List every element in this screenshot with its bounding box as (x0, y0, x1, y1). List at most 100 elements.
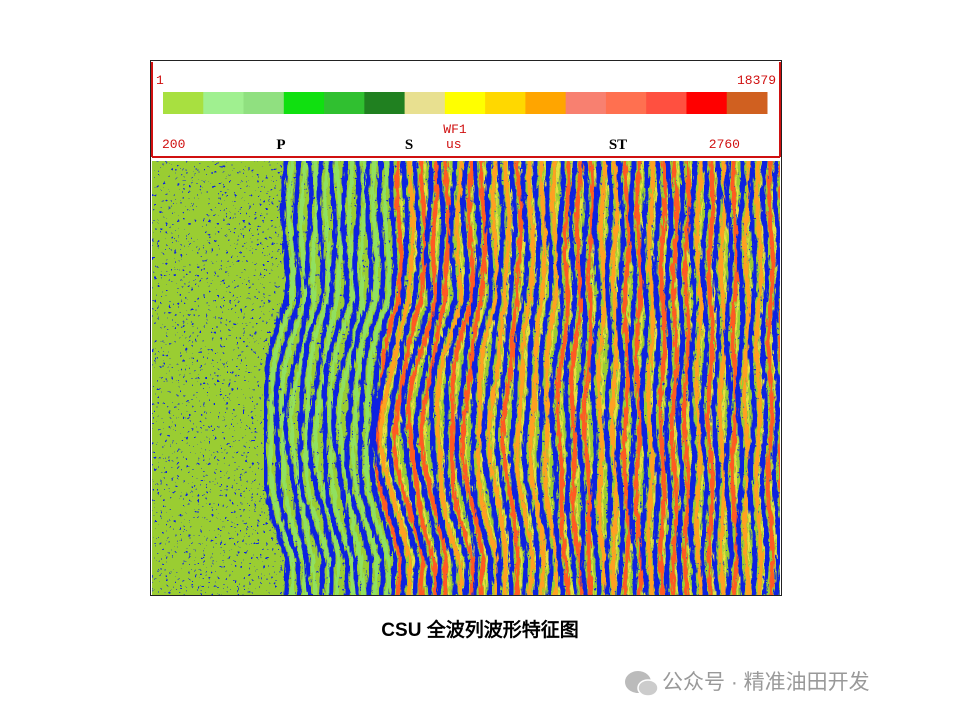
stripe (766, 161, 776, 595)
stripe (694, 161, 704, 595)
stripe (574, 161, 586, 595)
stripe (392, 161, 427, 595)
stripe (555, 161, 571, 595)
unit-label: us (446, 137, 462, 152)
stripe (596, 161, 608, 595)
marker: ST (609, 137, 627, 153)
waveform-image (152, 158, 797, 596)
stripe (268, 161, 295, 595)
stripe (699, 161, 710, 595)
stripe (435, 161, 463, 595)
colorbar-max: 18379 (737, 73, 776, 88)
stripe (646, 161, 655, 595)
stripe (413, 161, 446, 595)
stripe (313, 161, 343, 595)
stripe (443, 161, 470, 595)
stripe (615, 161, 626, 595)
stripe (322, 161, 350, 595)
stripe (454, 161, 482, 595)
stripe (621, 161, 631, 595)
stripe (662, 161, 670, 595)
colorbar-swatch (525, 92, 567, 114)
stripe (386, 161, 422, 595)
stripe (522, 161, 542, 595)
stripe (698, 161, 706, 595)
stripe (723, 161, 734, 595)
end-label: 2760 (709, 137, 740, 152)
colorbar-swatch (324, 92, 365, 114)
stripe (711, 161, 722, 595)
stripe (492, 161, 514, 595)
colorbar-swatch (203, 92, 245, 114)
colorbar-swatch (404, 92, 446, 114)
stripe (297, 161, 326, 595)
stripe (771, 161, 780, 595)
stripe (331, 161, 362, 595)
stripe (575, 161, 590, 595)
colorbar (163, 92, 768, 114)
stripe (634, 161, 643, 595)
colorbar-swatch (283, 92, 325, 114)
colorbar-swatch (485, 92, 526, 114)
stripe (508, 161, 530, 595)
stripe (481, 161, 502, 595)
stripe (328, 161, 356, 595)
stripe (449, 161, 475, 595)
stripe (670, 161, 679, 595)
stripe (628, 161, 638, 595)
stripe (440, 161, 466, 595)
stripe (682, 161, 691, 595)
stripe (784, 158, 789, 596)
watermark-text: 公众号 · 精准油田开发 (662, 671, 870, 694)
stripe (400, 161, 434, 595)
stripe (307, 161, 338, 595)
stripe (262, 161, 290, 595)
stripe (363, 161, 391, 595)
stripe (411, 161, 442, 595)
curve-name: WF1 (443, 122, 467, 137)
stripe (563, 161, 578, 595)
stripe (717, 161, 727, 595)
stripe (601, 161, 610, 595)
stripe (454, 161, 478, 595)
stripe (582, 161, 596, 595)
stripe (280, 161, 308, 595)
stripe (742, 161, 751, 595)
stripe (487, 161, 511, 595)
stripe (273, 161, 302, 595)
stripe (549, 161, 566, 595)
stripe (770, 161, 778, 595)
colorbar-swatch (243, 92, 285, 114)
stripe (792, 158, 797, 596)
stripe (303, 161, 332, 595)
stripe (351, 161, 380, 595)
stripe (651, 161, 662, 595)
stripe (758, 161, 766, 595)
stripe (687, 161, 698, 595)
start-label: 200 (162, 137, 185, 152)
stripe (663, 161, 674, 595)
stripe (754, 161, 764, 595)
stripe (569, 161, 584, 595)
stripe (603, 161, 614, 595)
stripe (543, 161, 560, 595)
stripe (735, 161, 746, 595)
stripe (730, 161, 739, 595)
stripe (460, 161, 487, 595)
stripe (610, 161, 619, 595)
stripe (675, 161, 686, 595)
colorbar-swatch (444, 92, 486, 114)
stripe (289, 161, 319, 595)
stripe (481, 161, 506, 595)
stripe (722, 161, 730, 595)
stripe (383, 161, 418, 595)
colorbar-swatch (565, 92, 607, 114)
stripe (500, 161, 524, 595)
stripe (282, 161, 314, 595)
colorbar-swatch (686, 92, 728, 114)
stripe (747, 161, 758, 595)
stripe (519, 161, 538, 595)
wechat-icon (637, 679, 659, 697)
stripe (515, 161, 535, 595)
caption: CSU 全波列波形特征图 (381, 618, 578, 641)
